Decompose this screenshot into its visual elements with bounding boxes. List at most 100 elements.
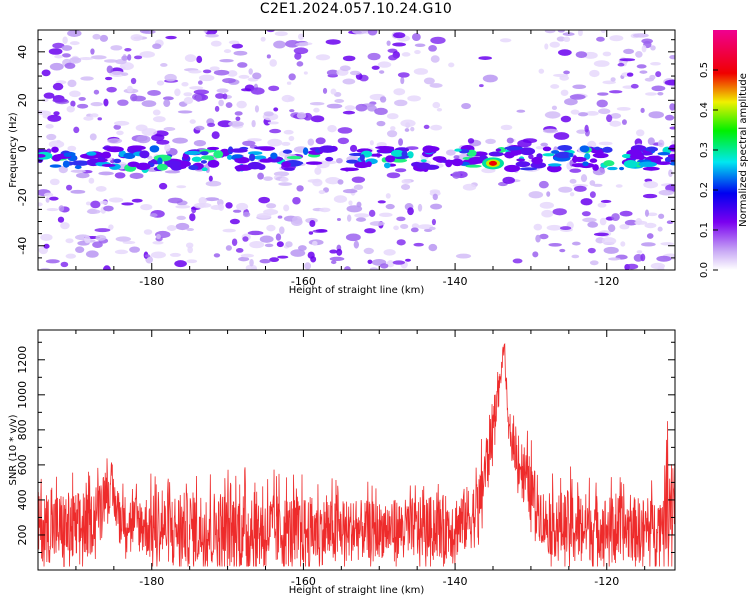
spectrogram-cell [231,43,243,49]
spectrogram-cell [315,137,326,145]
spectrogram-cell [363,247,374,255]
spectrogram-cell [670,84,675,89]
spectrogram-cell [193,139,207,147]
spectrogram-cell [581,211,591,217]
spectrogram-cell [218,99,224,107]
spectrogram-cell [669,126,675,130]
band-cell [495,148,502,152]
spectrogram-cell [67,145,77,152]
spectrogram-cell [260,36,266,42]
spectrogram-cell [644,77,655,82]
spectrogram-cell [215,93,225,99]
spectrogram-cell [294,52,302,60]
spectrogram-cell [183,96,194,105]
x-tick-label: -120 [594,575,619,588]
spectrogram-cell [558,186,573,193]
y-tick-label: -40 [16,237,29,255]
spectrogram-cell [532,251,539,258]
spectrogram-cell [640,253,646,262]
spectrogram-cell [269,257,280,263]
band-cell [105,146,124,153]
spectrogram-cell [292,196,301,205]
spectrogram-cell [538,233,549,240]
spectrogram-cell [267,138,283,147]
spectrogram-cell [130,77,137,85]
spectrogram-cell [69,90,81,98]
spectrogram-cell [379,263,389,269]
spectrogram-cell [576,129,587,134]
band-cell [149,145,160,153]
spectrogram-cell [348,200,353,206]
spectrogram-cell [149,213,158,218]
spectrogram-cell [660,242,674,246]
spectrogram-cell [69,41,80,46]
spectrogram-cell [228,40,240,45]
spectrogram-cell [87,208,98,214]
snr-frame [37,329,676,571]
y-tick-label: 400 [16,489,29,510]
spectrogram-cell [131,95,146,102]
spectrogram-cell [669,103,675,111]
spectrogram-cell [587,221,599,228]
spectrogram-cell [429,83,443,88]
spectrogram-cell [90,48,95,55]
spectrogram-cell [258,196,270,204]
band-cell [282,149,293,154]
spectrogram-cell [238,256,250,262]
spectrogram-cell [66,184,73,191]
spectrogram-cell [288,135,295,141]
spectrogram-cell [414,49,421,55]
spectrogram-cell [274,31,288,37]
band-cell [602,146,613,153]
spectrogram-cell [342,78,356,85]
spectrogram-cell [400,76,405,85]
band-cell [62,160,70,168]
spectrogram-cell [229,218,240,225]
spectrogram-cell [410,126,415,132]
spectrogram-cell [312,240,318,246]
spectrogram-cell [109,139,118,144]
spectrogram-cell [407,207,414,216]
band-cell [207,159,220,168]
spectrogram-cell [251,119,256,128]
spectrogram-cell [610,77,616,82]
spectrogram-cell [58,166,68,174]
spectrogram-cell [417,203,423,212]
band-cell [571,163,586,168]
spectrogram-cell [619,224,630,230]
spectrogram-cell [560,89,569,97]
band-cell [377,148,393,154]
spectrogram-cell [296,185,304,192]
spectrogram-cell [379,70,385,74]
band-cell [200,160,208,164]
spectrogram-cell [479,84,484,88]
spectrogram-cell [569,178,577,184]
spectrogram-cell [664,114,675,121]
spectrogram-cell [625,263,639,270]
spectrogram-cell [137,135,147,141]
band-cell [139,150,150,159]
band-cell [504,146,523,151]
spectrogram-cell [176,185,187,189]
spectrogram-cell [587,247,596,254]
spectrogram-cell [45,259,60,264]
spectrogram-cell [216,88,229,93]
band-cell [657,151,670,156]
band-cell [156,163,168,171]
band-cell [283,167,295,171]
spectrogram-cells [38,30,675,270]
spectrogram-cell [315,228,328,233]
spectrogram-cell [225,102,233,108]
spectrogram-cell [345,233,361,242]
spectrogram-cell [283,204,290,212]
band-cell [63,152,73,158]
spectrogram-cell [70,189,86,194]
spectrogram-cell [619,58,636,62]
spectrogram-cell [66,105,75,113]
spectrogram-cell [405,146,419,150]
spectrogram-cell [158,182,168,190]
spectrogram-cell [500,124,513,131]
spectrogram-cell [80,76,94,81]
spectrogram-cell [411,223,420,229]
